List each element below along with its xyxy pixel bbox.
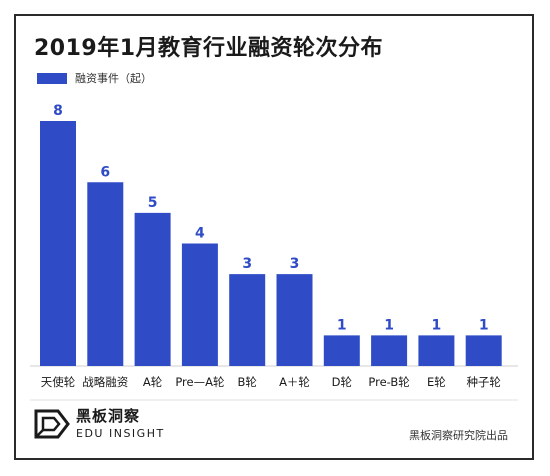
- category-label-4: Pre—A轮: [175, 375, 225, 389]
- data-label-4: 4: [195, 226, 205, 242]
- bar-5: [229, 274, 266, 366]
- category-label-10: 种子轮: [466, 375, 501, 389]
- bar-9: [418, 335, 455, 366]
- bar-7: [323, 335, 360, 366]
- brand: 黑板洞察 EDU INSIGHT: [34, 409, 165, 439]
- data-label-10: 1: [479, 317, 489, 333]
- category-label-1: 天使轮: [41, 375, 76, 389]
- bar-1: [40, 121, 76, 366]
- category-label-8: Pre-B轮: [368, 375, 410, 389]
- brand-tagline: EDU INSIGHT: [76, 427, 165, 440]
- category-label-5: B轮: [238, 375, 258, 389]
- category-label-2: 战略融资: [82, 375, 128, 389]
- data-label-9: 1: [432, 317, 442, 333]
- category-label-7: D轮: [332, 375, 353, 389]
- legend: 融资事件（起）: [37, 70, 152, 86]
- data-label-5: 3: [242, 256, 252, 272]
- bar-6: [276, 274, 313, 366]
- credit-text: 黑板洞察研究院出品: [409, 429, 508, 442]
- category-label-6: A＋轮: [279, 375, 310, 389]
- bar-2: [87, 182, 124, 366]
- legend-swatch: [37, 72, 67, 84]
- edu-insight-logo-icon: [34, 409, 70, 439]
- data-label-3: 5: [148, 195, 158, 211]
- category-label-3: A轮: [143, 375, 163, 389]
- bar-10: [465, 335, 502, 366]
- legend-label: 融资事件（起）: [75, 72, 152, 85]
- data-label-6: 3: [290, 256, 300, 272]
- data-label-1: 8: [53, 103, 63, 119]
- bar-8: [371, 335, 408, 366]
- bar-4: [181, 243, 218, 366]
- brand-name: 黑板洞察: [76, 407, 141, 425]
- chart-title: 2019年1月教育行业融资轮次分布: [34, 36, 384, 61]
- data-label-2: 6: [100, 164, 110, 180]
- data-label-7: 1: [337, 317, 347, 333]
- data-label-8: 1: [384, 317, 394, 333]
- bar-3: [134, 212, 171, 366]
- category-label-9: E轮: [427, 375, 446, 389]
